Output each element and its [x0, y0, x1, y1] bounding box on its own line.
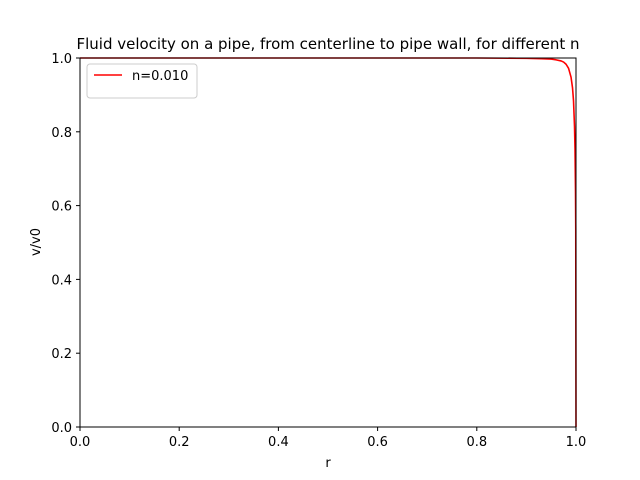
x-tick-label: 0.6 — [367, 435, 388, 450]
y-axis-ticks: 0.0 0.2 0.4 0.6 0.8 1.0 — [51, 52, 80, 436]
legend-box — [86, 63, 198, 99]
plot-frame — [79, 57, 577, 428]
y-tick-label: 0.4 — [51, 273, 72, 288]
y-tick-label: 0.8 — [51, 126, 72, 141]
x-axis-ticks: 0.0 0.2 0.4 0.6 0.8 1.0 — [70, 427, 587, 450]
y-tick-label: 0.2 — [51, 347, 72, 362]
y-tick-label: 0.6 — [51, 200, 72, 215]
plot-area — [80, 58, 576, 427]
x-axis-label: r — [325, 456, 331, 471]
x-tick-label: 0.2 — [169, 435, 190, 450]
x-tick-label: 0.0 — [70, 435, 91, 450]
y-tick-label: 1.0 — [51, 52, 72, 67]
legend: n=0.010 — [86, 63, 198, 99]
x-tick-label: 1.0 — [566, 435, 587, 450]
x-tick-label: 0.4 — [268, 435, 289, 450]
y-tick-label: 0.0 — [51, 421, 72, 436]
x-tick-label: 0.8 — [466, 435, 487, 450]
legend-label: n=0.010 — [132, 69, 188, 84]
y-axis-label: v/v0 — [29, 228, 44, 256]
chart-title: Fluid velocity on a pipe, from centerlin… — [76, 35, 579, 53]
